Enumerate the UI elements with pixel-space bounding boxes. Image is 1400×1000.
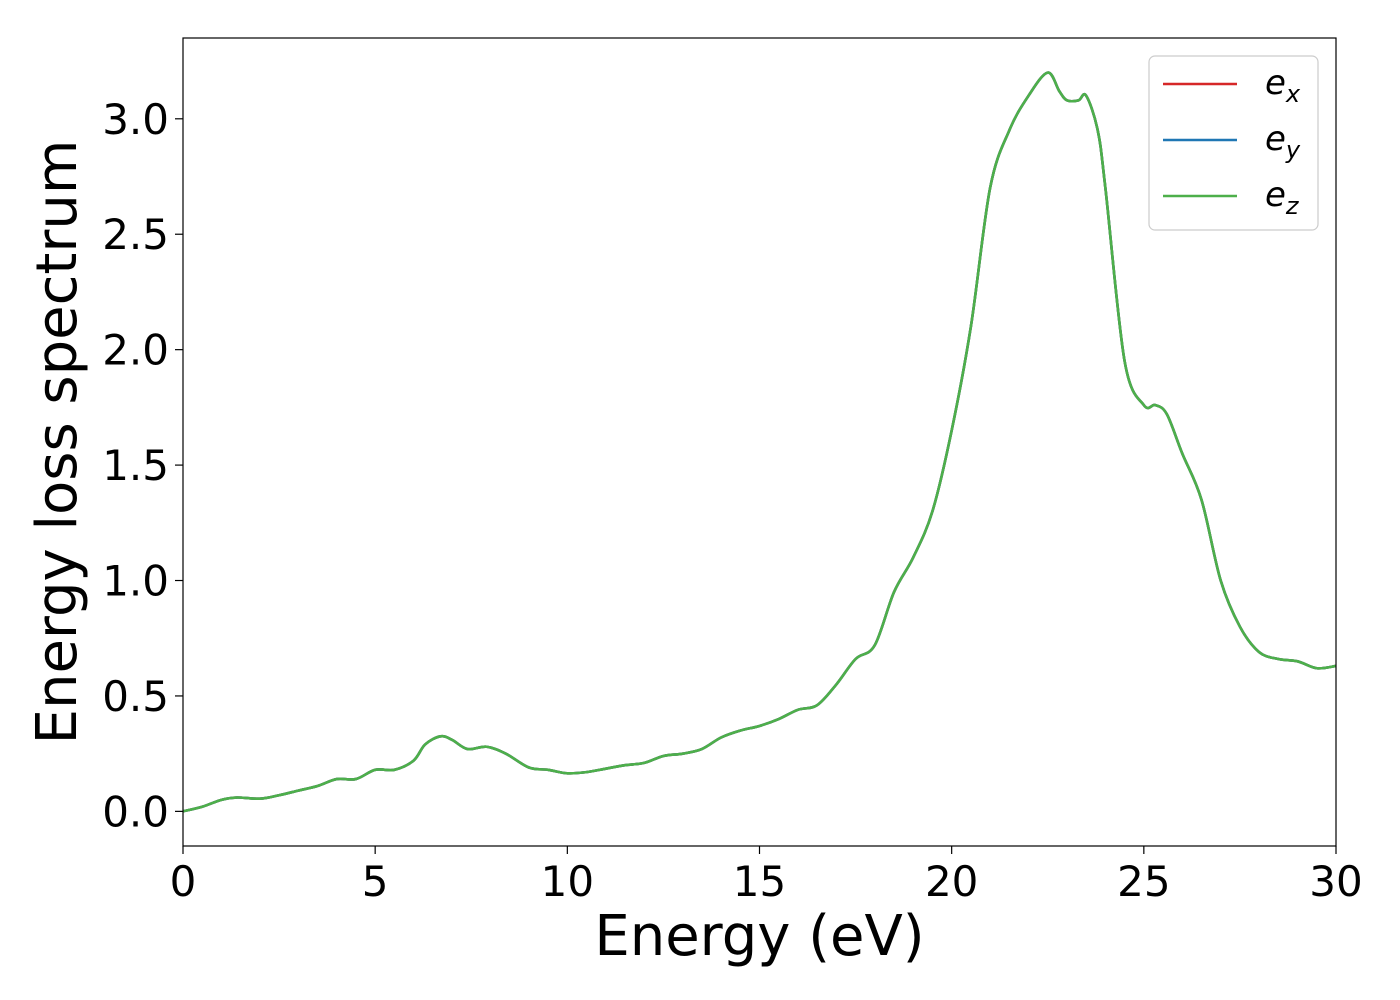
- series-layer: [183, 71, 1336, 813]
- x-tick-label: 10: [541, 857, 594, 906]
- x-axis-title: Energy (eV): [594, 904, 924, 969]
- x-tick-label: 25: [1117, 857, 1170, 906]
- y-axis-title: Energy loss spectrum: [25, 140, 90, 745]
- series-line-e-z: [183, 71, 1336, 813]
- x-axis-ticks: 0 5 10 15 20 25 30: [170, 846, 1363, 906]
- x-tick-label: 5: [362, 857, 389, 906]
- x-tick-label: 0: [170, 857, 197, 906]
- legend-box: [1148, 55, 1319, 231]
- x-tick-label: 15: [733, 857, 786, 906]
- y-tick-label: 2.5: [102, 210, 169, 259]
- y-tick-label: 1.5: [102, 441, 169, 490]
- legend-label-e-y: ey: [1265, 119, 1301, 164]
- legend-label-e-x: ex: [1265, 63, 1301, 108]
- y-tick-label: 3.0: [102, 95, 169, 144]
- y-tick-label: 1.0: [102, 557, 169, 606]
- x-tick-label: 30: [1309, 857, 1362, 906]
- y-tick-label: 0.0: [102, 787, 169, 836]
- y-tick-label: 0.5: [102, 672, 169, 721]
- x-tick-label: 20: [925, 857, 978, 906]
- y-axis-ticks: 0.0 0.5 1.0 1.5 2.0 2.5 3.0: [102, 95, 183, 836]
- legend: ex ey ez: [1148, 55, 1319, 231]
- y-tick-label: 2.0: [102, 326, 169, 375]
- legend-label-e-z: ez: [1265, 175, 1300, 220]
